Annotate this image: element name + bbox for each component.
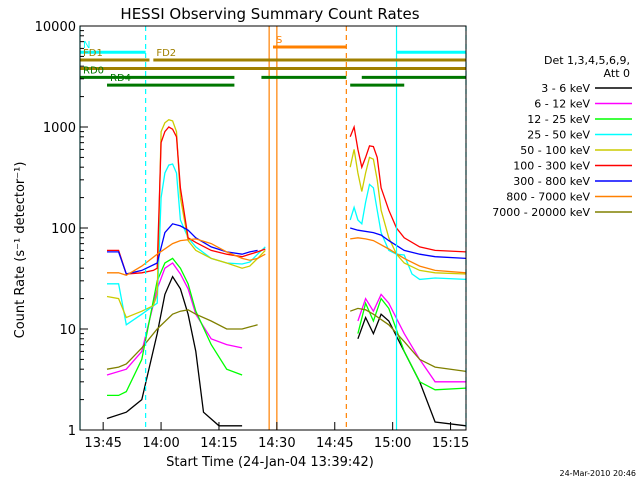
y-tick-label-100: 100 [51, 222, 76, 237]
series-line-3-part-2 [357, 297, 467, 391]
state-bar-label-RD4: RD4 [110, 73, 131, 84]
series-line-1-part-1 [106, 275, 243, 427]
series-line-2-part-2 [357, 293, 466, 383]
series-line-9-part-2 [349, 307, 467, 373]
footer-date: 24-Mar-2010 20:46 [560, 469, 637, 478]
series-line-6-part-1 [107, 126, 266, 275]
y-tick-label-1000: 1000 [43, 121, 76, 136]
y-tick-label-10: 10 [59, 323, 76, 338]
x-tick-label-6: 15:15 [432, 436, 469, 451]
legend-label-7: 300 - 800 keV [513, 175, 590, 188]
state-bar-label-FD2: FD2 [156, 48, 176, 59]
state-bar-label-FD1: FD1 [83, 48, 103, 59]
series-line-4-part-1 [107, 163, 266, 326]
legend: Det 1,3,4,5,6,9, Att 0 3 - 6 keV 6 - 12 k… [492, 54, 632, 219]
series-line-9-part-1 [106, 309, 258, 370]
y-tick-label-1: 1 [68, 424, 76, 439]
series-line-2-part-1 [106, 262, 243, 376]
x-axis-label: Start Time (24-Jan-04 13:39:42) [166, 455, 374, 470]
y-axis-label: Count Rate (s⁻¹ detector⁻¹) [13, 162, 28, 339]
series-line-5-part-1 [106, 118, 266, 319]
x-tick-label-1: 14:00 [142, 436, 179, 451]
legend-header-line1: Det 1,3,4,5,6,9, [544, 54, 630, 67]
legend-label-1: 3 - 6 keV [541, 82, 590, 95]
legend-label-8: 800 - 7000 keV [506, 191, 590, 204]
legend-label-4: 25 - 50 keV [527, 129, 590, 142]
series-line-7-part-2 [350, 227, 467, 260]
plot-frame [79, 25, 467, 431]
legend-label-6: 100 - 300 keV [513, 160, 590, 173]
series-line-8-part-1 [107, 238, 266, 277]
legend-header-line2: Att 0 [604, 67, 630, 80]
legend-label-5: 50 - 100 keV [520, 144, 590, 157]
legend-label-3: 12 - 25 keV [527, 113, 590, 126]
series-line-6-part-2 [349, 124, 467, 253]
series-line-8-part-2 [350, 237, 467, 274]
x-tick-label-5: 15:00 [374, 436, 411, 451]
y-tick-label-10000: 10000 [35, 20, 76, 35]
axes: 1 10 100 1000 10000 13:45 14:00 14:15 14:30 14:45… [35, 20, 470, 451]
state-bar-label-S: S [276, 35, 282, 46]
series-line-1-part-2 [357, 313, 467, 427]
x-tick-label-3: 14:30 [258, 436, 295, 451]
legend-label-9: 7000 - 20000 keV [492, 206, 590, 219]
plot-area: N S FD1 FD2 RD0 RD4 [79, 26, 467, 430]
x-tick-label-4: 14:45 [316, 436, 353, 451]
state-bar-label-RD0: RD0 [83, 65, 104, 76]
legend-label-2: 6 - 12 keV [534, 98, 590, 111]
chart-title: HESSI Observing Summary Count Rates [120, 5, 419, 23]
series-line-3-part-1 [107, 257, 243, 397]
x-tick-label-0: 13:45 [84, 436, 121, 451]
x-tick-label-2: 14:15 [200, 436, 237, 451]
state-bar-label-N: N [83, 40, 90, 51]
series-line-5-part-2 [349, 149, 467, 275]
series-line-4-part-2 [349, 183, 467, 281]
